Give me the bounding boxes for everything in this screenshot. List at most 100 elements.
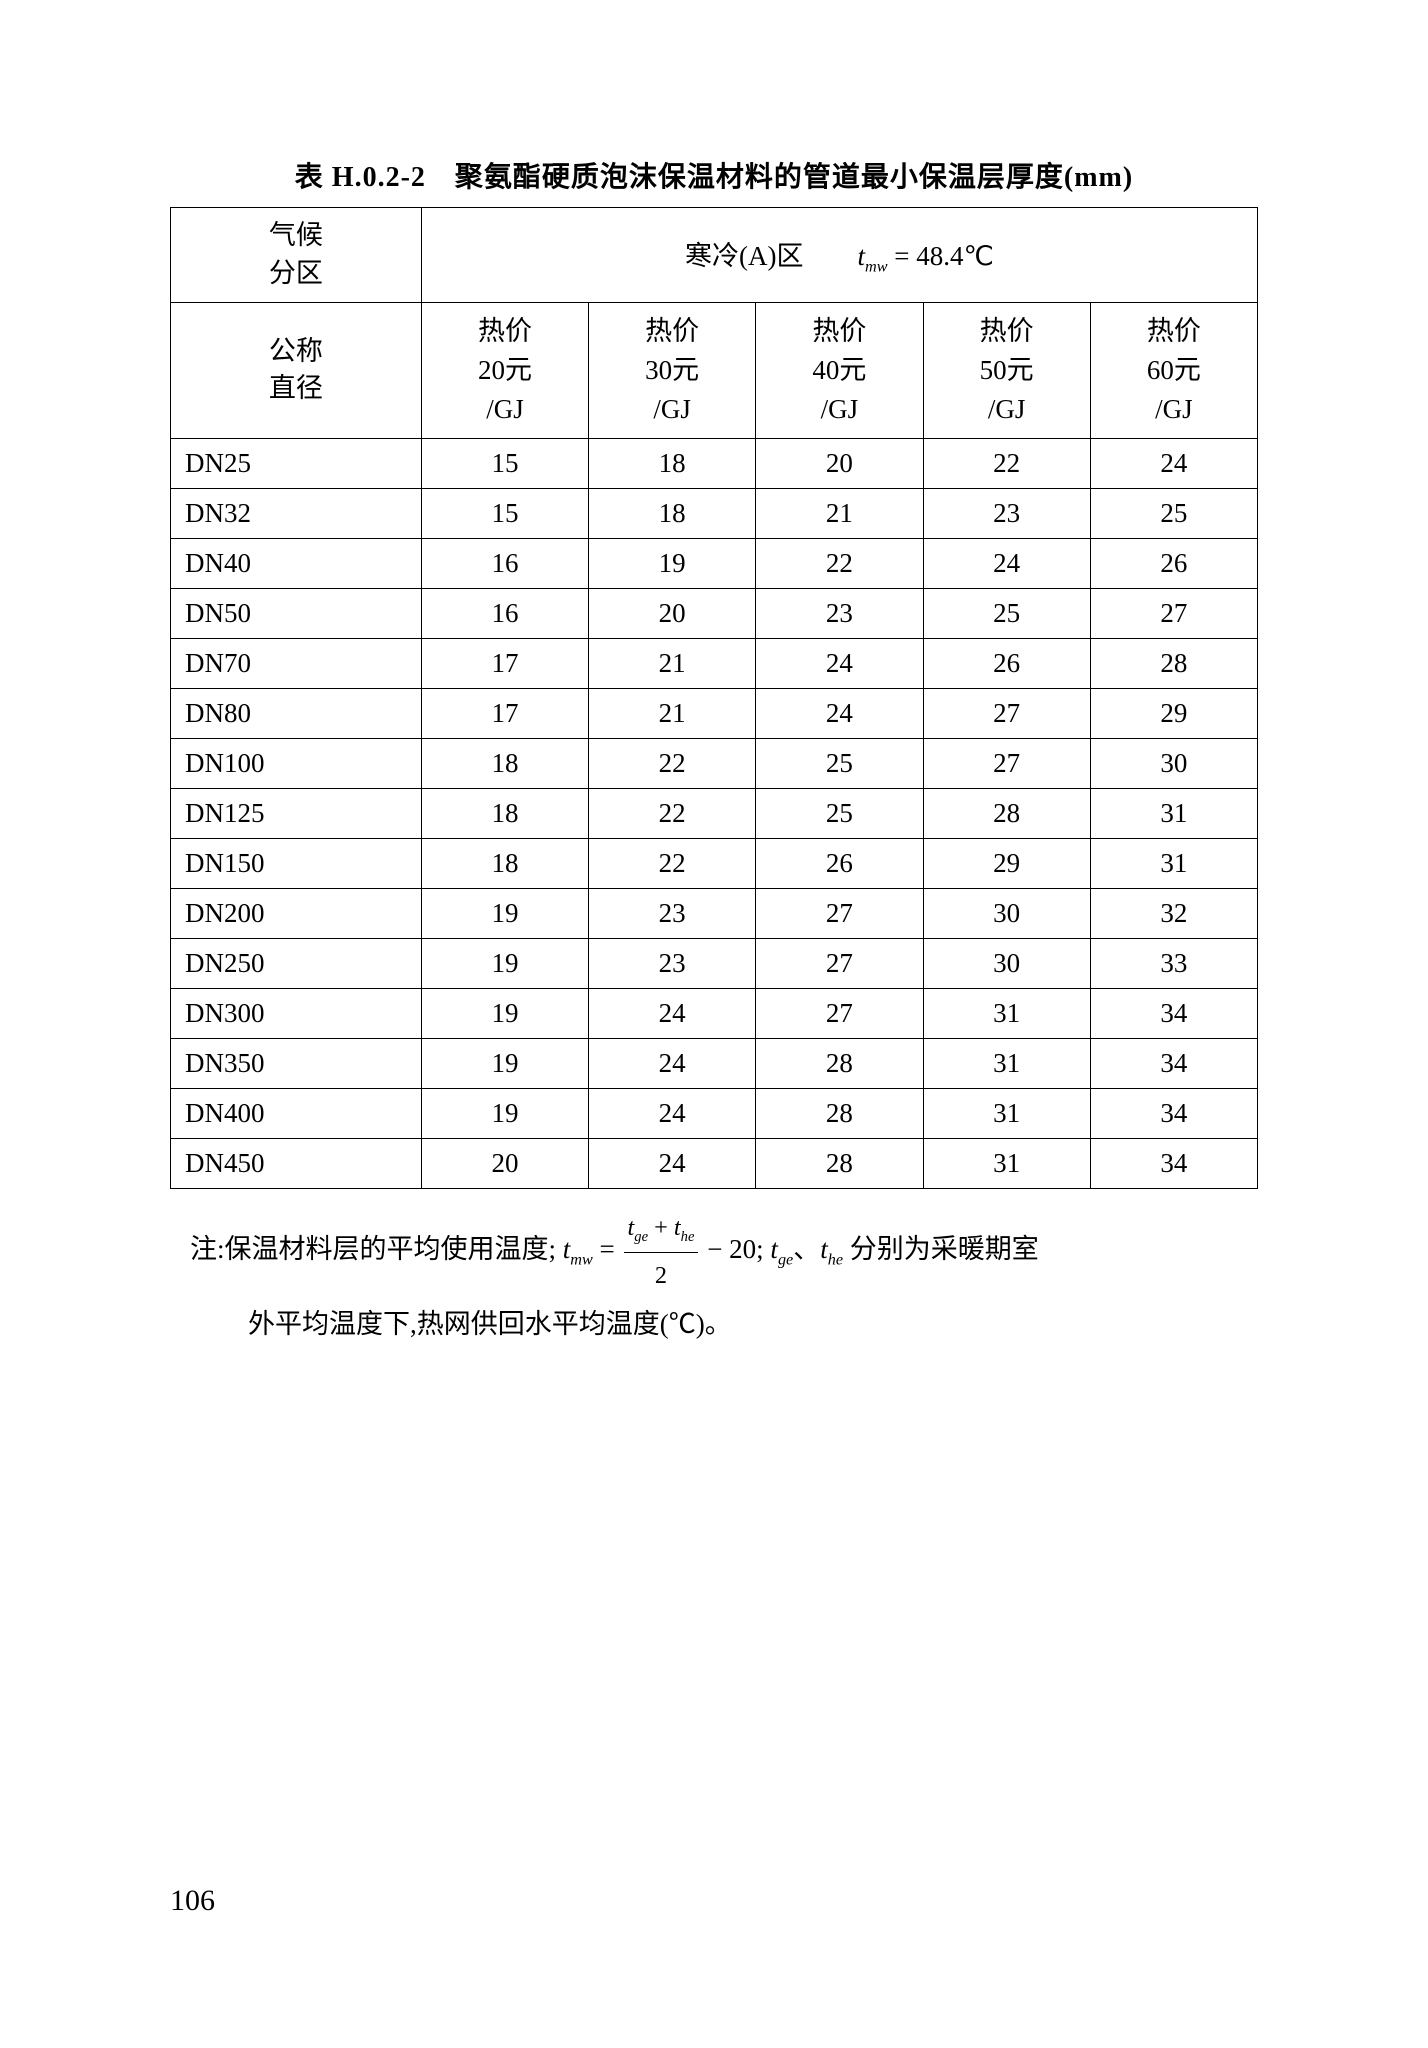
data-cell: 30 — [1090, 739, 1257, 789]
price-line2: 40元 — [762, 351, 916, 390]
data-cell: 34 — [1090, 1089, 1257, 1139]
dn-label-cell: DN400 — [171, 1089, 422, 1139]
data-cell: 16 — [421, 539, 588, 589]
note-fraction: tge + the2 — [624, 1205, 699, 1299]
table-row: DN321518212325 — [171, 489, 1258, 539]
data-cell: 26 — [756, 839, 923, 889]
table-row: DN401619222426 — [171, 539, 1258, 589]
data-cell: 31 — [923, 1139, 1090, 1189]
data-cell: 32 — [1090, 889, 1257, 939]
table-row: DN3501924283134 — [171, 1039, 1258, 1089]
data-cell: 24 — [923, 539, 1090, 589]
data-cell: 18 — [589, 489, 756, 539]
data-cell: 22 — [589, 789, 756, 839]
data-cell: 20 — [421, 1139, 588, 1189]
data-cell: 29 — [923, 839, 1090, 889]
frac-num-sub-a: ge — [634, 1229, 648, 1245]
price-line3: /GJ — [428, 390, 582, 429]
data-cell: 26 — [923, 639, 1090, 689]
data-cell: 19 — [421, 889, 588, 939]
table-note: 注:保温材料层的平均使用温度; tmw = tge + the2 − 20; t… — [170, 1205, 1258, 1350]
data-cell: 24 — [589, 1039, 756, 1089]
data-cell: 15 — [421, 439, 588, 489]
data-cell: 34 — [1090, 1039, 1257, 1089]
data-cell: 28 — [923, 789, 1090, 839]
note-minus20: − 20; — [700, 1234, 770, 1264]
dn-label-cell: DN80 — [171, 689, 422, 739]
dn-label-cell: DN25 — [171, 439, 422, 489]
zone-formula-eq: = 48.4℃ — [888, 241, 994, 271]
data-cell: 18 — [421, 739, 588, 789]
data-cell: 18 — [421, 789, 588, 839]
note-sub-he: he — [828, 1250, 843, 1268]
data-cell: 28 — [756, 1139, 923, 1189]
price-line3: /GJ — [930, 390, 1084, 429]
note-sub-ge: ge — [778, 1250, 793, 1268]
data-cell: 21 — [589, 689, 756, 739]
note-line-1: 注:保温材料层的平均使用温度; tmw = tge + the2 − 20; t… — [190, 1205, 1238, 1299]
price-line3: /GJ — [1097, 390, 1251, 429]
dn-label-cell: DN250 — [171, 939, 422, 989]
table-row: DN4502024283134 — [171, 1139, 1258, 1189]
price-header-col: 热价20元/GJ — [421, 302, 588, 438]
data-cell: 24 — [589, 1139, 756, 1189]
frac-num-b: t — [674, 1214, 681, 1241]
note-dunhao: 、 — [793, 1234, 820, 1264]
price-line1: 热价 — [762, 312, 916, 351]
data-cell: 28 — [756, 1039, 923, 1089]
data-cell: 23 — [923, 489, 1090, 539]
data-cell: 24 — [589, 989, 756, 1039]
data-cell: 19 — [421, 1089, 588, 1139]
data-cell: 34 — [1090, 1139, 1257, 1189]
data-cell: 20 — [589, 589, 756, 639]
price-header-col: 热价50元/GJ — [923, 302, 1090, 438]
table-row: DN251518202224 — [171, 439, 1258, 489]
frac-plus: + — [648, 1214, 674, 1241]
nominal-label-line: 直径 — [177, 370, 415, 408]
data-cell: 17 — [421, 689, 588, 739]
dn-label-cell: DN40 — [171, 539, 422, 589]
price-line2: 50元 — [930, 351, 1084, 390]
table-row: DN2501923273033 — [171, 939, 1258, 989]
data-cell: 27 — [923, 689, 1090, 739]
data-cell: 16 — [421, 589, 588, 639]
data-cell: 27 — [923, 739, 1090, 789]
data-cell: 22 — [589, 839, 756, 889]
data-cell: 27 — [756, 889, 923, 939]
table-row: DN3001924273134 — [171, 989, 1258, 1039]
table-row: DN1501822262931 — [171, 839, 1258, 889]
price-line1: 热价 — [428, 312, 582, 351]
data-cell: 24 — [589, 1089, 756, 1139]
note-t-he: t — [820, 1234, 828, 1264]
data-cell: 24 — [756, 639, 923, 689]
data-cell: 31 — [1090, 789, 1257, 839]
price-header-col: 热价60元/GJ — [1090, 302, 1257, 438]
data-cell: 19 — [421, 989, 588, 1039]
note-t-ge: t — [770, 1234, 778, 1264]
data-cell: 19 — [421, 1039, 588, 1089]
price-line2: 20元 — [428, 351, 582, 390]
table-row: DN501620232527 — [171, 589, 1258, 639]
dn-label-cell: DN450 — [171, 1139, 422, 1189]
dn-label-cell: DN50 — [171, 589, 422, 639]
data-cell: 23 — [756, 589, 923, 639]
table-row: DN1001822252730 — [171, 739, 1258, 789]
price-line2: 30元 — [595, 351, 749, 390]
data-cell: 24 — [1090, 439, 1257, 489]
nominal-diameter-header: 公称直径 — [171, 302, 422, 438]
data-cell: 20 — [756, 439, 923, 489]
data-cell: 18 — [589, 439, 756, 489]
frac-num-sub-b: he — [681, 1229, 695, 1245]
nominal-label-line: 公称 — [177, 333, 415, 371]
table-row: DN2001923273032 — [171, 889, 1258, 939]
dn-label-cell: DN70 — [171, 639, 422, 689]
insulation-thickness-table: 气候分区 寒冷(A)区 tmw = 48.4℃ 公称直径 热价20元/GJ热价3… — [170, 207, 1258, 1189]
data-cell: 21 — [589, 639, 756, 689]
dn-label-cell: DN150 — [171, 839, 422, 889]
climate-label-line: 气候 — [177, 217, 415, 255]
price-line1: 热价 — [1097, 312, 1251, 351]
note-sub-mw: mw — [570, 1250, 593, 1268]
data-cell: 22 — [589, 739, 756, 789]
note-prefix: 注:保温材料层的平均使用温度; — [190, 1234, 563, 1264]
zone-formula-t: t — [858, 241, 866, 271]
